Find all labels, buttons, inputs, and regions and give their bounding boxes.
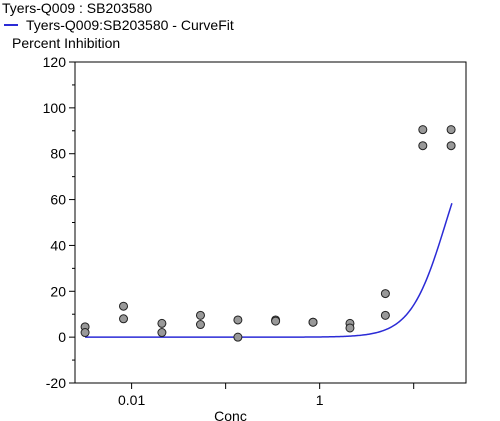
y-tick-label: 80 xyxy=(50,146,66,162)
data-point xyxy=(418,125,428,135)
legend-curve-swatch xyxy=(4,24,18,26)
y-tick-label: 20 xyxy=(50,283,66,299)
plot-frame xyxy=(74,61,467,384)
x-tick-label: 0.01 xyxy=(118,392,145,408)
data-point xyxy=(380,310,390,320)
data-point xyxy=(233,332,243,342)
data-point xyxy=(157,318,167,328)
x-axis: 0.01 1 xyxy=(118,383,415,408)
data-point xyxy=(195,310,205,320)
y-tick-label: -20 xyxy=(46,375,66,391)
data-point xyxy=(233,315,243,325)
curve-layer xyxy=(85,202,453,338)
data-point xyxy=(446,141,456,151)
x-axis-label: Conc xyxy=(214,408,247,421)
data-point xyxy=(119,314,129,324)
data-point xyxy=(80,328,90,338)
fit-curve xyxy=(85,202,453,338)
data-point xyxy=(119,301,129,311)
y-axis: -20 0 20 40 60 80 100 120 xyxy=(43,54,75,391)
legend: Tyers-Q009:SB203580 - CurveFit xyxy=(4,17,234,33)
points-layer xyxy=(80,125,456,342)
data-point xyxy=(195,320,205,330)
legend-curve-label: Tyers-Q009:SB203580 - CurveFit xyxy=(26,17,234,33)
data-point xyxy=(446,125,456,135)
y-tick-label: 120 xyxy=(43,54,67,70)
data-point xyxy=(418,141,428,151)
chart-title: Tyers-Q009 : SB203580 xyxy=(2,0,153,16)
x-tick-label: 1 xyxy=(316,392,324,408)
data-point xyxy=(345,323,355,333)
y-tick-label: 100 xyxy=(43,100,67,116)
data-point xyxy=(380,289,390,299)
y-tick-label: 60 xyxy=(50,192,66,208)
data-point xyxy=(157,328,167,338)
data-point xyxy=(271,316,281,326)
data-point xyxy=(308,317,318,327)
y-tick-label: 40 xyxy=(50,237,66,253)
y-tick-label: 0 xyxy=(58,329,66,345)
y-axis-label: Percent Inhibition xyxy=(12,35,121,51)
